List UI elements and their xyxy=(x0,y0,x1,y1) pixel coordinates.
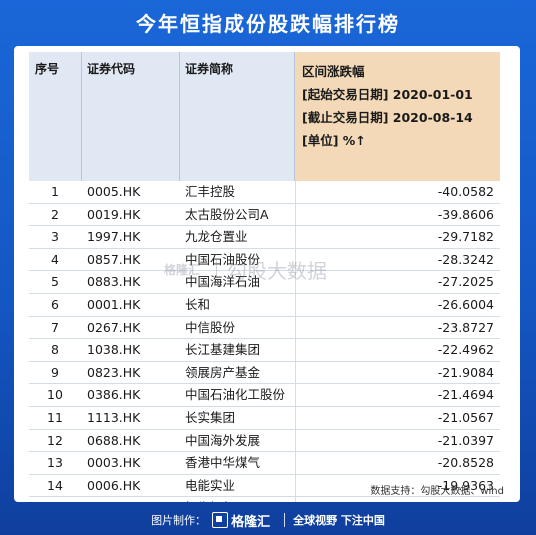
row-code: 0857.HK xyxy=(87,251,141,267)
watermark: 格隆汇 勾股大数据 xyxy=(164,254,327,284)
table-row: 3 1997.HK 九龙仓置业 -29.7182 xyxy=(29,226,500,249)
row-value: -19.9363 xyxy=(437,477,494,493)
footer: 图片制作： 格隆汇 全球视野 下注中国 xyxy=(0,508,536,532)
row-code: 0688.HK xyxy=(87,432,141,448)
column-divider xyxy=(81,52,82,181)
row-seq: 13 xyxy=(47,455,63,471)
row-name: 恒生银行 xyxy=(185,497,303,502)
row-seq: 4 xyxy=(51,251,59,267)
ranking-table-card: 序号 证券代码 证券简称 区间涨跌幅 [起始交易日期] 2020-01-01 [… xyxy=(14,46,520,502)
row-name: 电能实业 xyxy=(185,477,236,493)
table-row: 1 0005.HK 汇丰控股 -40.0582 xyxy=(29,181,500,204)
row-code: 0386.HK xyxy=(87,387,141,403)
column-divider xyxy=(295,181,296,502)
row-code: 0003.HK xyxy=(87,455,141,471)
row-name: 领展房产基金 xyxy=(185,364,261,380)
table-row: 12 0688.HK 中国海外发展 -21.0397 xyxy=(29,430,500,453)
row-name: 九龙仓置业 xyxy=(185,229,248,245)
watermark-divider xyxy=(216,260,218,278)
table-row: 4 0857.HK 中国石油股份 -28.3242 xyxy=(29,249,500,272)
column-divider xyxy=(179,52,180,181)
row-code: 0267.HK xyxy=(87,319,141,335)
row-name: 中国海洋石油 xyxy=(185,274,261,290)
table-body: 1 0005.HK 汇丰控股 -40.0582 2 0019.HK 太古股份公司A -39.8… xyxy=(29,181,500,502)
row-name: 太古股份公司A xyxy=(185,206,269,222)
row-value: -27.2025 xyxy=(437,274,494,290)
watermark-text: 勾股大数据 xyxy=(227,258,328,283)
footer-logo-text: 格隆汇 xyxy=(231,514,271,530)
row-name: 中信股份 xyxy=(185,319,236,335)
table-row: 7 0267.HK 中信股份 -23.8727 xyxy=(29,317,500,340)
row-seq: 11 xyxy=(47,409,63,425)
watermark-logo: 格隆汇 xyxy=(164,262,201,277)
row-value: -21.0397 xyxy=(437,432,494,448)
row-code: 1113.HK xyxy=(87,409,141,425)
row-seq: 12 xyxy=(47,432,63,448)
row-value: -22.4962 xyxy=(437,342,494,358)
header-name: 证券简称 xyxy=(179,52,294,181)
header-code: 证券代码 xyxy=(81,52,179,181)
header-seq: 序号 xyxy=(29,52,81,181)
row-seq: 3 xyxy=(51,229,59,245)
row-name: 中国海外发展 xyxy=(185,432,261,448)
table-row: 13 0003.HK 香港中华煤气 -20.8528 xyxy=(29,452,500,475)
footer-slogan: 全球视野 下注中国 xyxy=(293,514,385,527)
brand-logo-icon xyxy=(212,512,229,528)
table-row: 5 0883.HK 中国海洋石油 -27.2025 xyxy=(29,271,500,294)
row-seq: 8 xyxy=(51,342,59,358)
data-source: 数据支持：勾股大数据、wind xyxy=(370,486,504,497)
row-name: 中国石油化工股份 xyxy=(185,387,286,403)
row-seq: 9 xyxy=(51,364,59,380)
row-code: 1038.HK xyxy=(87,342,141,358)
footer-divider xyxy=(284,513,286,527)
row-value: -29.7182 xyxy=(437,229,494,245)
footer-label: 图片制作： xyxy=(151,514,207,527)
row-value: -23.8727 xyxy=(437,319,494,335)
column-divider xyxy=(294,52,295,181)
row-seq: 10 xyxy=(47,387,63,403)
table-row: 10 0386.HK 中国石油化工股份 -21.4694 xyxy=(29,384,500,407)
table-row: 14 0006.HK 电能实业 -19.9363 xyxy=(29,475,500,498)
row-value: -21.4694 xyxy=(437,387,494,403)
row-code: 0883.HK xyxy=(87,274,141,290)
row-seq: 1 xyxy=(51,184,59,199)
row-value: -21.0567 xyxy=(437,409,494,425)
row-seq: 2 xyxy=(51,206,59,222)
row-value: -39.8606 xyxy=(437,206,494,222)
row-value: -26.6004 xyxy=(437,296,494,312)
row-name: 长实集团 xyxy=(185,409,236,425)
row-seq: 15 xyxy=(29,497,81,502)
row-value: -19.9360 xyxy=(438,497,494,502)
row-value: -28.3242 xyxy=(437,251,494,267)
row-value: -20.8528 xyxy=(437,455,494,471)
row-code: 1997.HK xyxy=(87,229,141,245)
table-row: 2 0019.HK 太古股份公司A -39.8606 xyxy=(29,204,500,227)
row-code: 0019.HK xyxy=(87,206,141,222)
row-code: 0823.HK xyxy=(87,364,141,380)
table-row: 6 0001.HK 长和 -26.6004 xyxy=(29,294,500,317)
row-name: 香港中华煤气 xyxy=(185,455,261,471)
page-title: 今年恒指成份股跌幅排行榜 xyxy=(136,12,400,36)
table-row: 9 0823.HK 领展房产基金 -21.9084 xyxy=(29,362,500,385)
row-code: 0001.HK xyxy=(87,296,141,312)
row-code: 0011.HK xyxy=(87,497,187,502)
row-value: -40.0582 xyxy=(437,184,494,199)
row-seq: 5 xyxy=(51,274,59,290)
row-seq: 14 xyxy=(47,477,63,493)
row-name: 长和 xyxy=(185,296,211,312)
header-change: 区间涨跌幅 [起始交易日期] 2020-01-01 [截止交易日期] 2020-… xyxy=(295,52,500,181)
row-seq: 7 xyxy=(51,319,59,335)
table-row: 11 1113.HK 长实集团 -21.0567 xyxy=(29,407,500,430)
row-seq: 6 xyxy=(51,296,59,312)
table-row: 15 0011.HK恒生银行 -19.9360 xyxy=(29,497,500,502)
footer-logo: 格隆汇 xyxy=(212,511,270,530)
row-name: 中国石油股份 xyxy=(185,251,261,267)
row-code: 0005.HK xyxy=(87,184,141,199)
row-name: 汇丰控股 xyxy=(185,184,236,199)
row-code: 0006.HK xyxy=(87,477,141,493)
table-row: 8 1038.HK 长江基建集团 -22.4962 xyxy=(29,339,500,362)
row-name: 长江基建集团 xyxy=(185,342,261,358)
row-value: -21.9084 xyxy=(437,364,494,380)
